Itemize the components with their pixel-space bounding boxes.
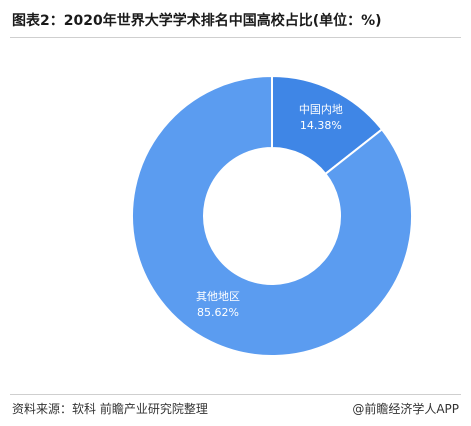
title-divider <box>10 37 461 38</box>
publisher-credit: @前瞻经济学人APP <box>352 402 459 416</box>
chart-title: 图表2：2020年世界大学学术排名中国高校占比(单位：%) <box>12 13 382 29</box>
footer-divider <box>10 394 461 395</box>
slice-other-regions <box>131 74 413 357</box>
donut-chart-area: 中国内地 14.38% 其他地区 85.62% <box>0 38 471 394</box>
slice-name-label: 其他地区 <box>196 290 240 303</box>
donut-chart: 中国内地 14.38% 其他地区 85.62% <box>131 74 413 357</box>
data-source: 资料来源：软科 前瞻产业研究院整理 <box>12 402 208 416</box>
slice-other-regions-label: 其他地区 85.62% <box>196 290 240 319</box>
slice-value-label: 85.62% <box>197 306 239 319</box>
slice-china-mainland-label: 中国内地 14.38% <box>299 102 343 132</box>
slice-value-label: 14.38% <box>300 119 342 132</box>
slice-name-label: 中国内地 <box>299 102 343 116</box>
